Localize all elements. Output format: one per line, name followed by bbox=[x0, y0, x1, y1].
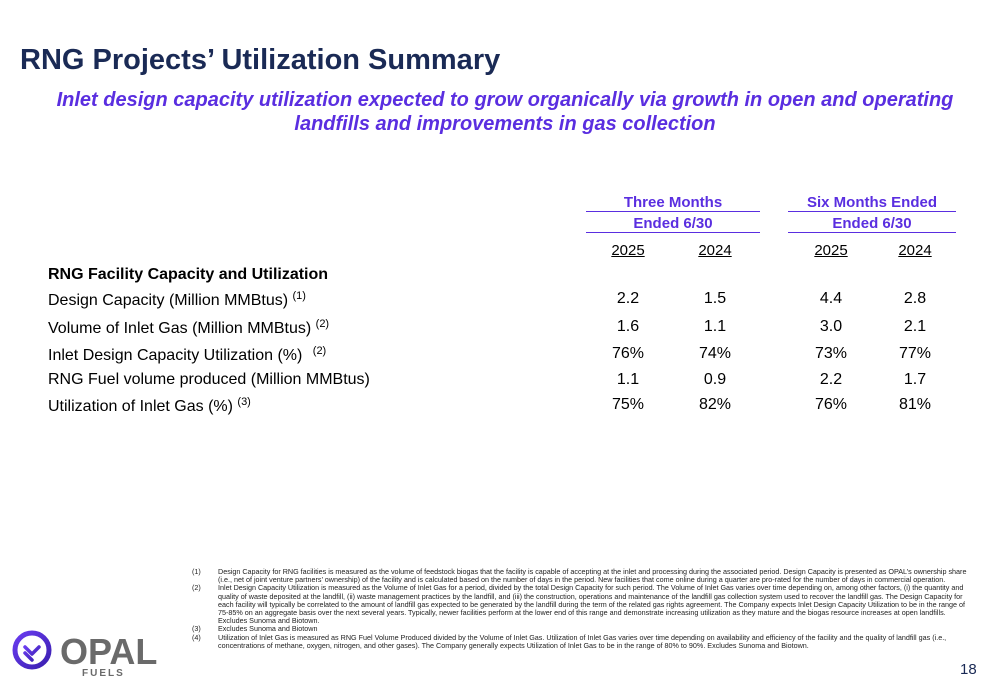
cell: 4.4 bbox=[819, 290, 843, 307]
row-label-text: Design Capacity (Million MMBtus) bbox=[48, 292, 289, 309]
cell: 2.2 bbox=[819, 371, 843, 388]
footnote-ref: (2) bbox=[312, 345, 327, 357]
row-label-text: Inlet Design Capacity Utilization (%) bbox=[48, 347, 303, 364]
header-six-months-line2: Ended 6/30 bbox=[832, 215, 912, 232]
footnote-2: (2) Inlet Design Capacity Utilization is… bbox=[192, 584, 967, 625]
logo-wordmark: OPAL bbox=[60, 631, 157, 672]
footnotes: (1) Design Capacity for RNG facilities i… bbox=[192, 567, 967, 650]
cell: 1.1 bbox=[616, 371, 640, 388]
cell: 82% bbox=[698, 396, 732, 413]
row-label-volume-inlet-gas: Volume of Inlet Gas (Million MMBtus) (2) bbox=[48, 318, 329, 338]
footnote-text: Utilization of Inlet Gas is measured as … bbox=[218, 632, 947, 650]
cell: 73% bbox=[814, 345, 848, 362]
header-three-months: Three Months Ended 6/30 bbox=[586, 192, 760, 234]
opal-fuels-logo: OPAL FUELS bbox=[12, 628, 192, 679]
row-label-inlet-design-utilization: Inlet Design Capacity Utilization (%) (2… bbox=[48, 345, 326, 365]
row-label-text: Utilization of Inlet Gas (%) bbox=[48, 398, 233, 415]
footnote-number: (3) bbox=[192, 624, 201, 634]
row-label-rng-fuel-volume: RNG Fuel volume produced (Million MMBtus… bbox=[48, 371, 370, 389]
header-three-months-line1: Three Months bbox=[623, 194, 723, 211]
header-six-months-divider bbox=[788, 211, 956, 212]
cell: 1.7 bbox=[903, 371, 927, 388]
cell: 76% bbox=[611, 345, 645, 362]
header-three-months-divider bbox=[586, 211, 760, 212]
page-number: 18 bbox=[960, 661, 977, 678]
header-six-months: Six Months Ended Ended 6/30 bbox=[788, 192, 956, 234]
footnote-ref: (3) bbox=[237, 396, 251, 408]
year-col-3: 2025 bbox=[814, 242, 848, 259]
page-title: RNG Projects’ Utilization Summary bbox=[20, 44, 501, 76]
year-col-4: 2024 bbox=[898, 242, 932, 259]
footnote-number: (1) bbox=[192, 567, 201, 576]
footnote-text: Excludes Sunoma and Biotown bbox=[218, 624, 318, 634]
header-six-months-underline bbox=[788, 232, 956, 233]
cell: 81% bbox=[898, 396, 932, 413]
logo-subword: FUELS bbox=[82, 668, 125, 678]
year-col-2: 2024 bbox=[698, 242, 732, 259]
row-label-design-capacity: Design Capacity (Million MMBtus) (1) bbox=[48, 290, 306, 310]
cell: 1.1 bbox=[703, 318, 727, 335]
footnote-text: Inlet Design Capacity Utilization is mea… bbox=[218, 583, 965, 626]
section-heading: RNG Facility Capacity and Utilization bbox=[48, 266, 329, 283]
cell: 77% bbox=[898, 345, 932, 362]
header-six-months-line1: Six Months Ended bbox=[806, 194, 937, 211]
cell: 75% bbox=[611, 396, 645, 413]
cell: 3.0 bbox=[819, 318, 843, 335]
page-subtitle: Inlet design capacity utilization expect… bbox=[56, 89, 954, 135]
cell: 1.6 bbox=[616, 318, 640, 335]
footnote-number: (2) bbox=[192, 583, 201, 593]
footnote-ref: (2) bbox=[315, 318, 330, 330]
row-label-text: Volume of Inlet Gas (Million MMBtus) bbox=[48, 320, 312, 337]
cell: 74% bbox=[698, 345, 732, 362]
footnote-4: (4) Utilization of Inlet Gas is measured… bbox=[192, 632, 967, 650]
footnote-3: (3) Excludes Sunoma and Biotown bbox=[192, 625, 967, 633]
footnote-ref: (1) bbox=[292, 290, 306, 302]
cell: 2.1 bbox=[903, 318, 927, 335]
opal-logo-icon: OPAL FUELS bbox=[12, 630, 157, 679]
cell: 2.2 bbox=[616, 290, 640, 307]
footnote-number: (4) bbox=[192, 632, 201, 642]
row-label-text: RNG Fuel volume produced (Million MMBtus… bbox=[48, 371, 370, 388]
cell: 2.8 bbox=[903, 290, 927, 307]
cell: 76% bbox=[814, 396, 848, 413]
row-label-utilization-inlet-gas: Utilization of Inlet Gas (%) (3) bbox=[48, 396, 251, 416]
header-three-months-underline bbox=[586, 232, 760, 233]
year-col-1: 2025 bbox=[611, 242, 645, 259]
footnote-text: Design Capacity for RNG facilities is me… bbox=[218, 567, 967, 585]
cell: 0.9 bbox=[703, 371, 727, 388]
header-three-months-line2: Ended 6/30 bbox=[633, 215, 713, 232]
cell: 1.5 bbox=[703, 290, 727, 307]
footnote-1: (1) Design Capacity for RNG facilities i… bbox=[192, 567, 967, 585]
